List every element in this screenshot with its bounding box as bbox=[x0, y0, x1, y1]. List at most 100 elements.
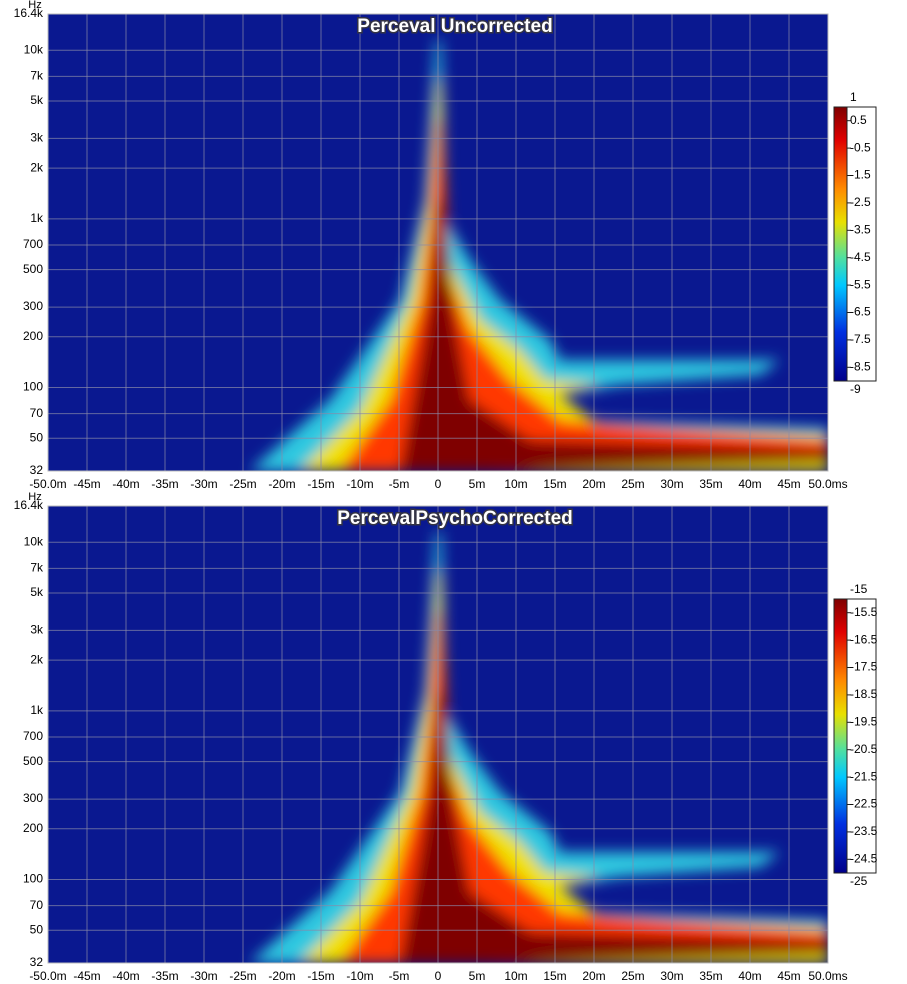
colorbar-tick-label: -6.5 bbox=[850, 305, 871, 319]
colorbar-tick-label: -20.5 bbox=[850, 742, 878, 756]
y-tick-label: 100 bbox=[23, 380, 43, 394]
colorbar-tick-label: -18.5 bbox=[850, 687, 878, 701]
colorbar-tick-label: -15.5 bbox=[850, 605, 878, 619]
x-tick-label: 25m bbox=[621, 969, 644, 983]
colorbar bbox=[833, 106, 848, 382]
y-tick-label: 200 bbox=[23, 329, 43, 343]
y-tick-label: 70 bbox=[30, 406, 44, 420]
x-tick-label: 15m bbox=[543, 477, 566, 491]
y-tick-label: 7k bbox=[30, 69, 44, 83]
plot-frame bbox=[47, 13, 829, 472]
x-tick-label: -50.0m bbox=[29, 477, 66, 491]
x-tick-label: -30m bbox=[190, 477, 217, 491]
x-tick-label: -25m bbox=[229, 477, 256, 491]
colorbar-tick-label: -0.5 bbox=[850, 140, 871, 154]
colorbar-tick-label: 1 bbox=[850, 90, 857, 104]
y-tick-label: 3k bbox=[30, 131, 44, 145]
x-tick-label: -15m bbox=[307, 969, 334, 983]
colorbar-tick-label: -16.5 bbox=[850, 632, 878, 646]
x-tick-label: -10m bbox=[346, 477, 373, 491]
y-tick-label: 700 bbox=[23, 729, 43, 743]
x-tick-label: -25m bbox=[229, 969, 256, 983]
y-tick-label: 100 bbox=[23, 872, 43, 886]
y-tick-label: 7k bbox=[30, 561, 44, 575]
x-tick-label: 5m bbox=[469, 969, 486, 983]
y-tick-label: 700 bbox=[23, 237, 43, 251]
x-tick-label: -10m bbox=[346, 969, 373, 983]
y-tick-label: 70 bbox=[30, 898, 44, 912]
colorbar-tick-label: -23.5 bbox=[850, 824, 878, 838]
colorbar-tick-label: -5.5 bbox=[850, 277, 871, 291]
colorbar-tick-label: -19.5 bbox=[850, 714, 878, 728]
y-tick-label: 16.4k bbox=[14, 498, 44, 512]
y-tick-label: 5k bbox=[30, 585, 44, 599]
x-tick-label: 20m bbox=[582, 477, 605, 491]
chart-title: Perceval Uncorrected bbox=[357, 16, 552, 37]
y-tick-label: 32 bbox=[30, 955, 44, 969]
x-tick-label: 0 bbox=[435, 477, 442, 491]
y-tick-label: 300 bbox=[23, 299, 43, 313]
chart-title: PercevalPsychoCorrected bbox=[337, 508, 573, 529]
colorbar-tick-label: -8.5 bbox=[850, 359, 871, 373]
chart: -50.0m -45m -40m -35m -30m -25m -20m -15m -10m -5… bbox=[14, 0, 877, 491]
colorbar-tick-label: -9 bbox=[850, 382, 861, 396]
colorbar-tick-label: -17.5 bbox=[850, 660, 878, 674]
y-tick-label: 1k bbox=[30, 211, 44, 225]
y-axis-label: Hz bbox=[28, 0, 41, 11]
y-tick-label: 500 bbox=[23, 754, 43, 768]
x-tick-label: 45m bbox=[777, 477, 800, 491]
colorbar-tick-label: -25 bbox=[850, 874, 868, 888]
x-tick-label: 40m bbox=[738, 477, 761, 491]
colorbar-tick-label: 0.5 bbox=[850, 113, 867, 127]
x-tick-label: 40m bbox=[738, 969, 761, 983]
x-tick-label: -5m bbox=[389, 969, 410, 983]
x-tick-label: 35m bbox=[699, 477, 722, 491]
y-axis-label: Hz bbox=[28, 491, 41, 503]
x-tick-label: -5m bbox=[389, 477, 410, 491]
y-tick-label: 2k bbox=[30, 652, 44, 666]
x-tick-label: -15m bbox=[307, 477, 334, 491]
x-tick-label: -30m bbox=[190, 969, 217, 983]
y-tick-label: 50 bbox=[30, 430, 44, 444]
colorbar-tick-label: -2.5 bbox=[850, 195, 871, 209]
colorbar-tick-label: -21.5 bbox=[850, 769, 878, 783]
chart: -50.0m -45m -40m -35m -30m -25m -20m -15m -10m -5… bbox=[14, 491, 878, 983]
x-tick-label: -20m bbox=[268, 477, 295, 491]
charts: -50.0m -45m -40m -35m -30m -25m -20m -15m -10m -5… bbox=[14, 0, 878, 983]
colorbar-tick-label: -15 bbox=[850, 582, 868, 596]
x-tick-label: 50.0ms bbox=[808, 477, 847, 491]
colorbar-tick-label: -7.5 bbox=[850, 332, 871, 346]
x-tick-label: -40m bbox=[112, 477, 139, 491]
x-tick-label: -35m bbox=[151, 477, 178, 491]
colorbar-tick-label: -22.5 bbox=[850, 797, 878, 811]
x-tick-label: 25m bbox=[621, 477, 644, 491]
y-tick-label: 3k bbox=[30, 623, 44, 637]
y-tick-label: 200 bbox=[23, 821, 43, 835]
x-tick-label: -45m bbox=[73, 969, 100, 983]
colorbar-tick-label: -1.5 bbox=[850, 168, 871, 182]
x-tick-label: 45m bbox=[777, 969, 800, 983]
colorbar-tick-label: -4.5 bbox=[850, 250, 871, 264]
y-tick-label: 1k bbox=[30, 703, 44, 717]
x-tick-label: 5m bbox=[469, 477, 486, 491]
colorbar-tick-label: -24.5 bbox=[850, 851, 878, 865]
x-tick-label: 20m bbox=[582, 969, 605, 983]
x-tick-label: -35m bbox=[151, 969, 178, 983]
x-tick-label: 30m bbox=[660, 477, 683, 491]
y-tick-label: 5k bbox=[30, 93, 44, 107]
colorbar-tick-label: -3.5 bbox=[850, 222, 871, 236]
x-tick-label: 30m bbox=[660, 969, 683, 983]
x-tick-label: -40m bbox=[112, 969, 139, 983]
colorbar bbox=[833, 598, 848, 874]
x-tick-label: 15m bbox=[543, 969, 566, 983]
x-tick-label: -20m bbox=[268, 969, 295, 983]
x-tick-label: 50.0ms bbox=[808, 969, 847, 983]
y-tick-label: 16.4k bbox=[14, 6, 44, 20]
y-tick-label: 300 bbox=[23, 791, 43, 805]
x-tick-label: 35m bbox=[699, 969, 722, 983]
x-tick-label: -45m bbox=[73, 477, 100, 491]
x-tick-label: 10m bbox=[504, 477, 527, 491]
plot-frame bbox=[47, 505, 829, 964]
y-tick-label: 50 bbox=[30, 922, 44, 936]
